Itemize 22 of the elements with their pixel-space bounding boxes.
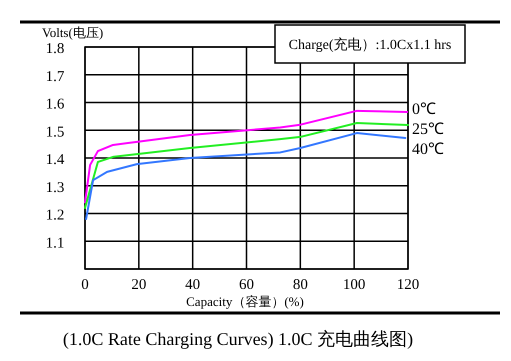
xlabel: Capacity（容量）(%) [186,294,304,309]
title: (1.0C Rate Charging Curves) 1.0C 充电曲线图) [62,329,414,349]
ytick: 1.1 [46,235,64,252]
ytick: 1.7 [46,68,64,85]
ytick: 1.3 [46,180,64,196]
ytick: 1.8 [46,41,64,57]
ylabel: Volts(电压) [42,25,104,40]
xtick: 0 [81,277,89,293]
annotation-text: Charge(充电）:1.0Cx1.1 hrs [288,38,452,53]
xtick: 80 [292,277,308,293]
ytick: 1.2 [46,208,64,224]
xtick: 20 [131,277,146,293]
ytick: 1.5 [46,124,64,140]
series-label: 40℃ [412,140,444,158]
xtick: 120 [396,277,420,293]
ytick: 1.6 [46,96,64,112]
ytick: 1.4 [46,152,64,168]
series-label: 25℃ [412,120,444,138]
xtick: 100 [342,277,366,293]
xtick: 60 [239,277,254,293]
xtick: 40 [185,277,200,293]
series-label: 0℃ [412,100,436,118]
